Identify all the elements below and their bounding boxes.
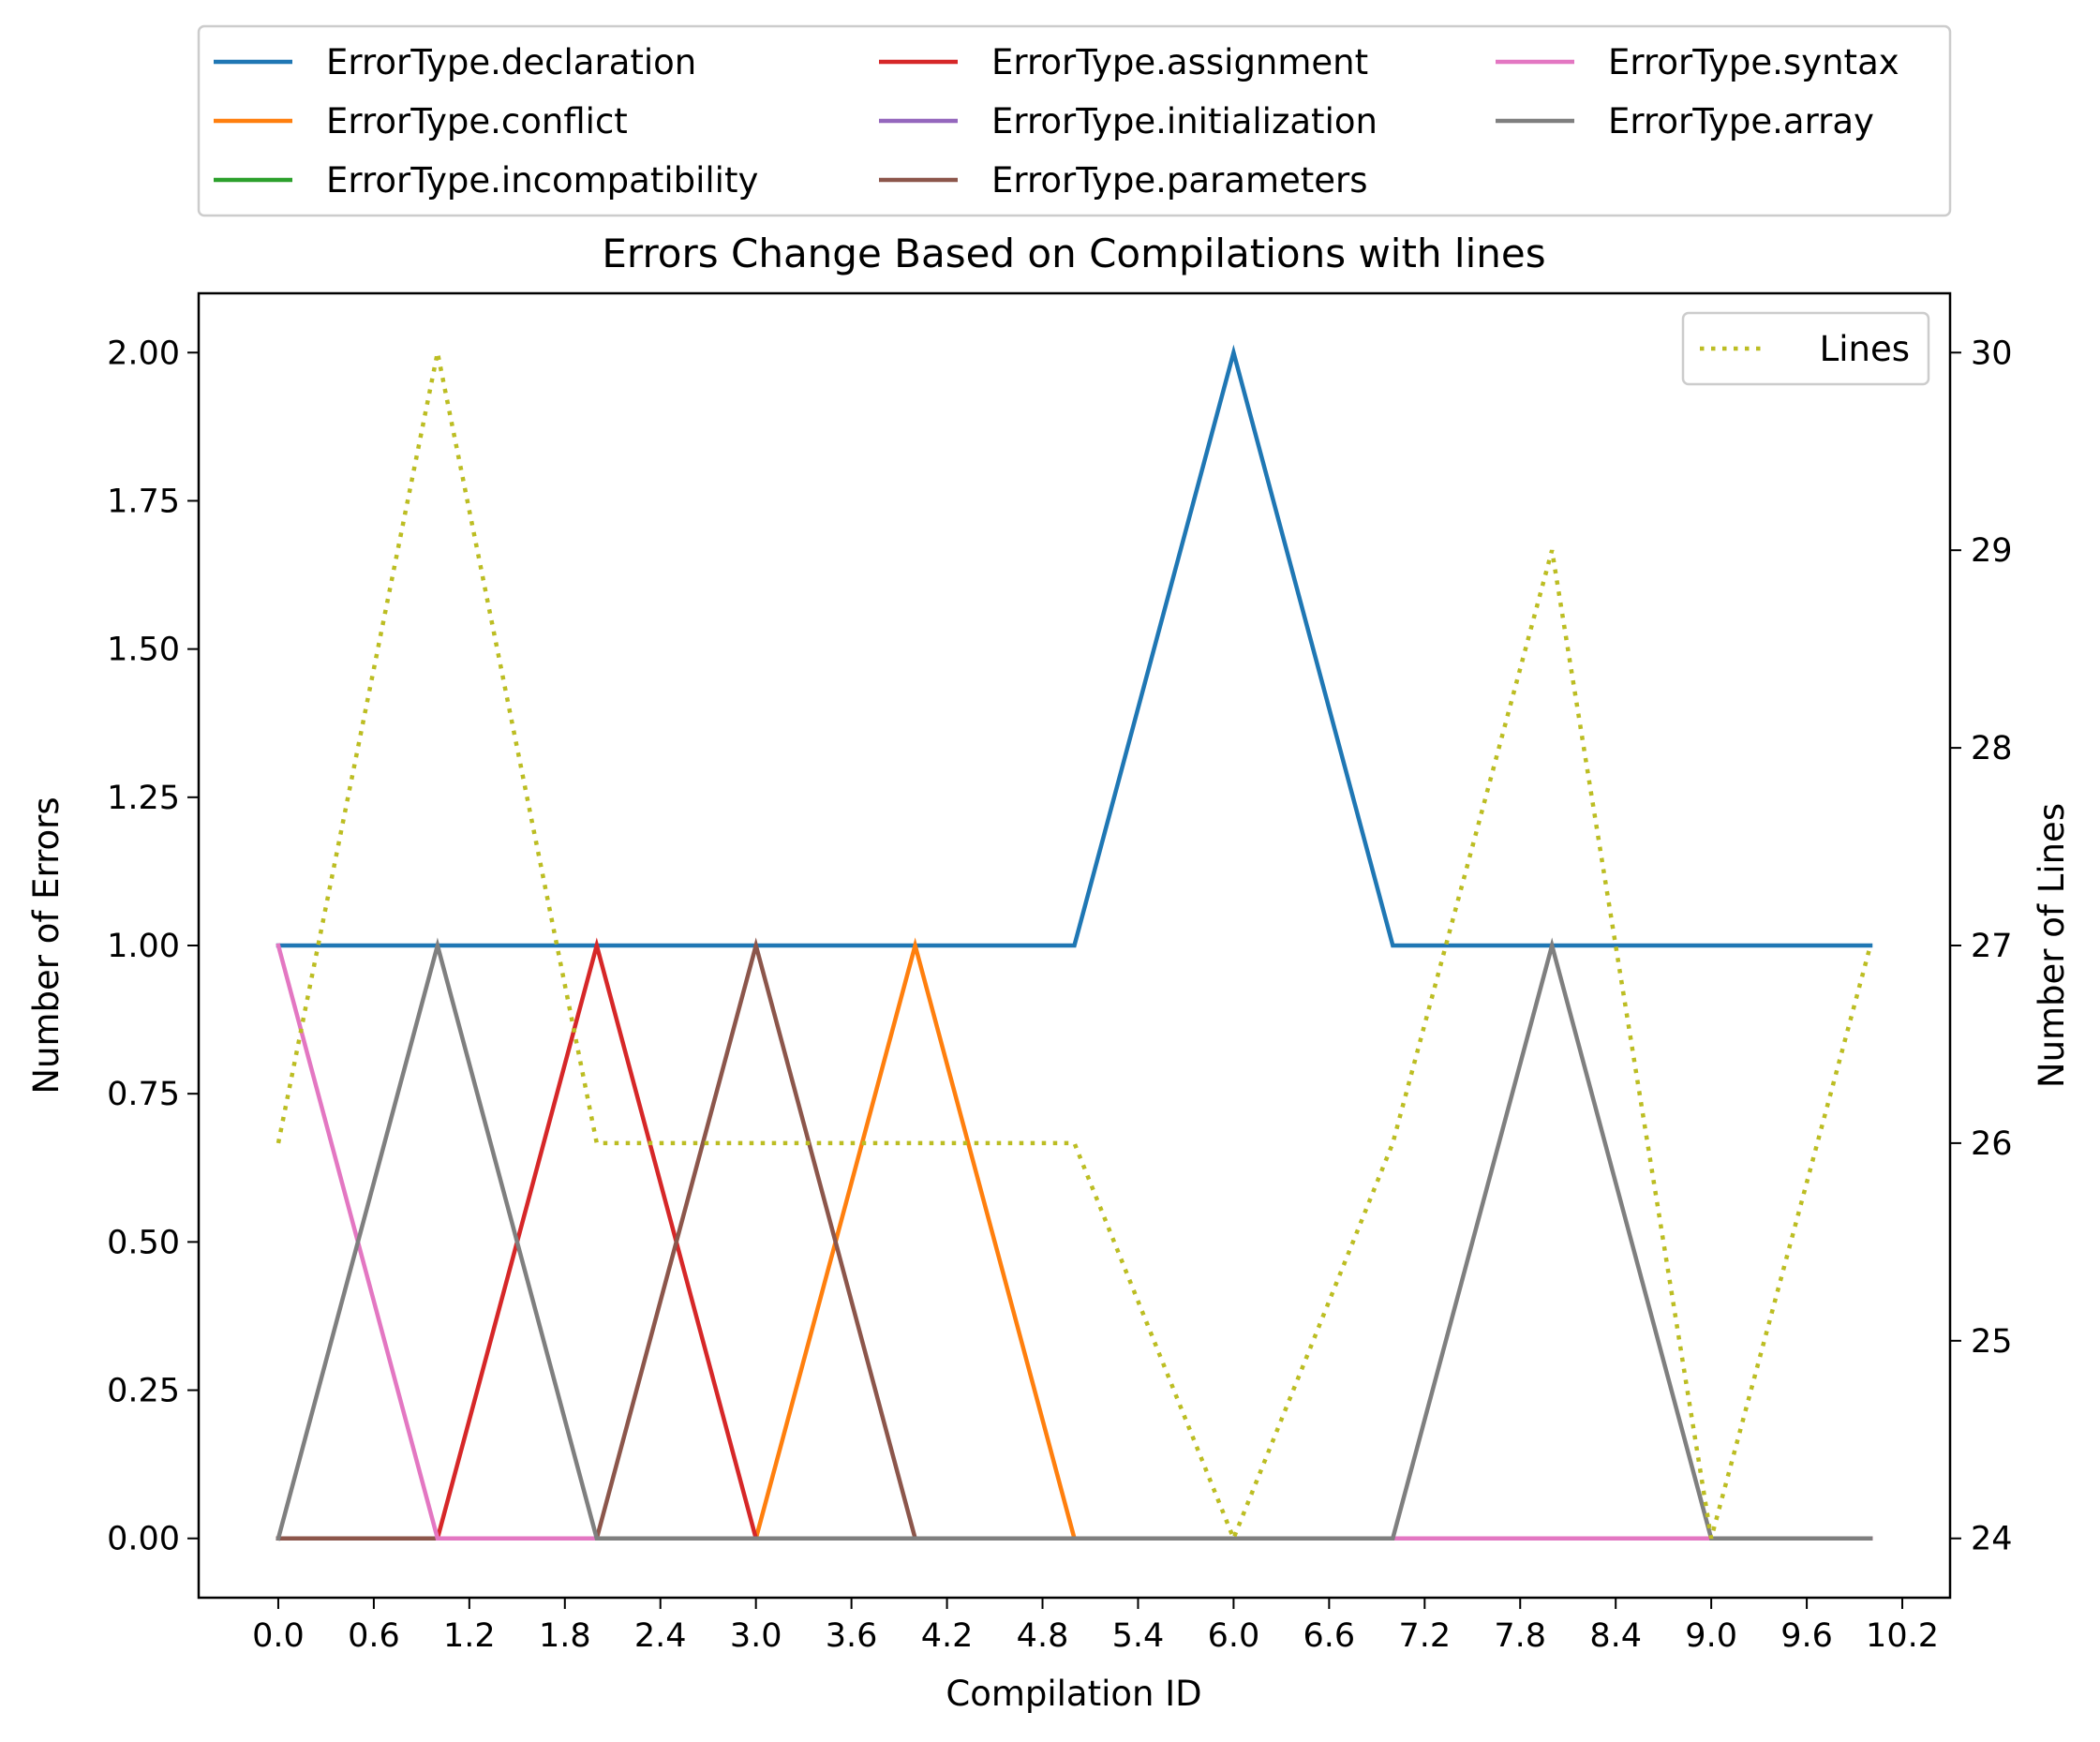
y-axis-label: Number of Errors	[26, 797, 67, 1094]
y-tick-label: 1.50	[107, 632, 180, 669]
legend-frame	[197, 24, 1952, 217]
series-line-array	[276, 937, 1873, 1541]
y-tick-label: 0.00	[107, 1521, 180, 1558]
legend-label: ErrorType.syntax	[1608, 42, 1899, 82]
legend-label: ErrorType.conflict	[326, 101, 628, 141]
legend-label: ErrorType.parameters	[991, 160, 1368, 201]
legend-label: ErrorType.declaration	[326, 42, 696, 82]
x-tick-label: 3.6	[826, 1617, 878, 1655]
x-tick-label: 4.8	[1017, 1617, 1069, 1655]
x-tick-label: 10.2	[1866, 1617, 1939, 1655]
y2-axis-label: Number of Lines	[2032, 803, 2072, 1088]
x-tick-label: 7.2	[1398, 1617, 1451, 1655]
y2-tick-label: 30	[1971, 335, 2013, 372]
y2-tick-label: 24	[1971, 1521, 2013, 1558]
y-tick-label: 1.25	[107, 780, 180, 817]
x-tick-label: 1.2	[443, 1617, 496, 1655]
y-tick-label: 2.00	[107, 335, 180, 372]
y2-tick-label: 27	[1971, 928, 2013, 965]
x-tick-label: 9.0	[1685, 1617, 1737, 1655]
x-tick-label: 9.6	[1780, 1617, 1833, 1655]
x-tick-label: 3.0	[730, 1617, 782, 1655]
legend-label: ErrorType.assignment	[991, 42, 1368, 82]
series-layer	[276, 344, 1873, 1541]
legend-label: ErrorType.incompatibility	[326, 160, 758, 201]
x-tick-label: 1.8	[539, 1617, 591, 1655]
y2-tick-label: 26	[1971, 1125, 2013, 1163]
y-tick-label: 0.75	[107, 1076, 180, 1113]
x-axis: 0.0 0.6 1.2 1.8 2.4 3.0 3.6 4.2 4.8 5.4 6.0 6.6 7.2 7…	[252, 1598, 1939, 1655]
x-tick-label: 0.6	[348, 1617, 400, 1655]
x-tick-label: 6.6	[1303, 1617, 1356, 1655]
y2-axis: 24 25 26 27 28 29 30	[1950, 335, 2013, 1558]
y-tick-label: 0.25	[107, 1373, 180, 1410]
x-tick-label: 6.0	[1208, 1617, 1260, 1655]
x-axis-label: Compilation ID	[946, 1674, 1201, 1714]
y2-tick-label: 25	[1971, 1323, 2013, 1361]
lines-legend-label: Lines	[1820, 329, 1910, 369]
x-tick-label: 8.4	[1589, 1617, 1642, 1655]
x-tick-label: 2.4	[634, 1617, 687, 1655]
x-tick-label: 0.0	[252, 1617, 305, 1655]
x-tick-label: 4.2	[921, 1617, 974, 1655]
y-tick-label: 0.50	[107, 1224, 180, 1261]
y-tick-label: 1.75	[107, 483, 180, 520]
lines-legend-frame	[1681, 311, 1930, 386]
chart-title: Errors Change Based on Compilations with…	[602, 231, 1545, 276]
lines-legend: Lines	[1681, 311, 1930, 386]
y2-tick-label: 28	[1971, 730, 2013, 767]
series-line-declaration	[276, 344, 1873, 948]
x-tick-label: 7.8	[1494, 1617, 1546, 1655]
y-axis: 0.00 0.25 0.50 0.75 1.00 1.25 1.50 1.75 2.00	[107, 335, 199, 1558]
y-tick-label: 1.00	[107, 928, 180, 965]
x-tick-label: 5.4	[1112, 1617, 1165, 1655]
y2-tick-label: 29	[1971, 532, 2013, 570]
legend-label: ErrorType.initialization	[991, 101, 1378, 141]
plot-area	[197, 291, 1952, 1600]
legend-label: ErrorType.array	[1608, 101, 1874, 141]
legend: ErrorType.declaration ErrorType.conflict E…	[197, 24, 1952, 217]
